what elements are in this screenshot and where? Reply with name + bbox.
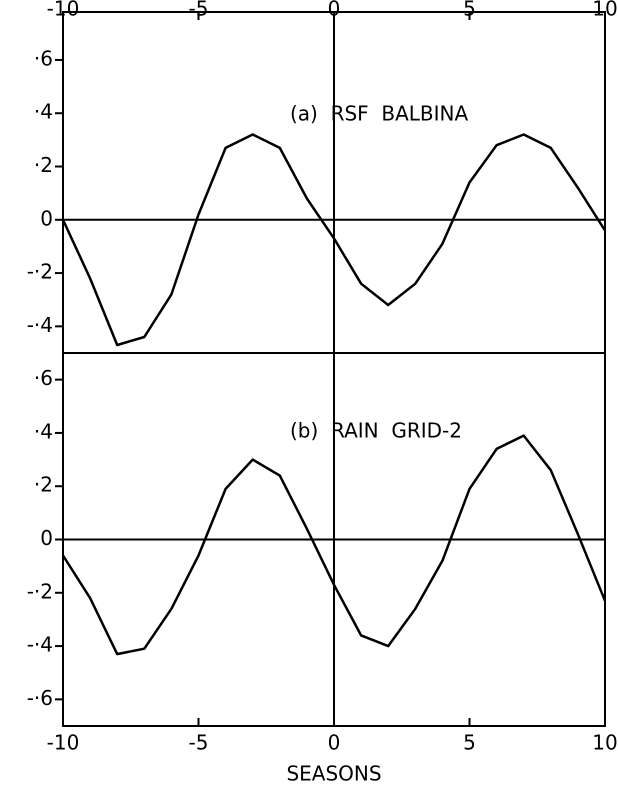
y-tick-label: -·6	[27, 686, 53, 710]
x-tick-label: 5	[463, 731, 476, 755]
y-tick-label: 0	[40, 206, 53, 230]
data-line	[61, 133, 607, 347]
x-tick-label: 5	[463, 0, 476, 21]
x-tick-label: 10	[592, 0, 617, 21]
x-tick-label: -10	[47, 0, 80, 21]
y-tick-label: ·2	[34, 153, 53, 177]
x-tick-label: 0	[328, 0, 341, 21]
x-tick-label: -5	[189, 731, 209, 755]
x-axis-label: SEASONS	[286, 762, 381, 786]
y-tick-label: ·4	[34, 100, 53, 124]
y-tick-label: -·2	[27, 260, 53, 284]
y-tick-label: -·2	[27, 579, 53, 603]
panel-annotation: (b) RAIN GRID-2	[290, 419, 462, 443]
y-tick-label: ·6	[34, 46, 53, 70]
x-tick-label: 0	[328, 731, 341, 755]
y-tick-label: ·2	[34, 473, 53, 497]
y-tick-label: -·4	[27, 313, 53, 337]
y-tick-label: ·6	[34, 366, 53, 390]
panel-annotation: (a) RSF BALBINA	[290, 102, 469, 126]
y-tick-label: -·4	[27, 633, 53, 657]
data-line	[61, 434, 607, 656]
x-tick-label: -5	[189, 0, 209, 21]
y-tick-label: ·4	[34, 419, 53, 443]
x-tick-label: 10	[592, 731, 617, 755]
x-tick-label: -10	[47, 731, 80, 755]
y-tick-label: 0	[40, 526, 53, 550]
